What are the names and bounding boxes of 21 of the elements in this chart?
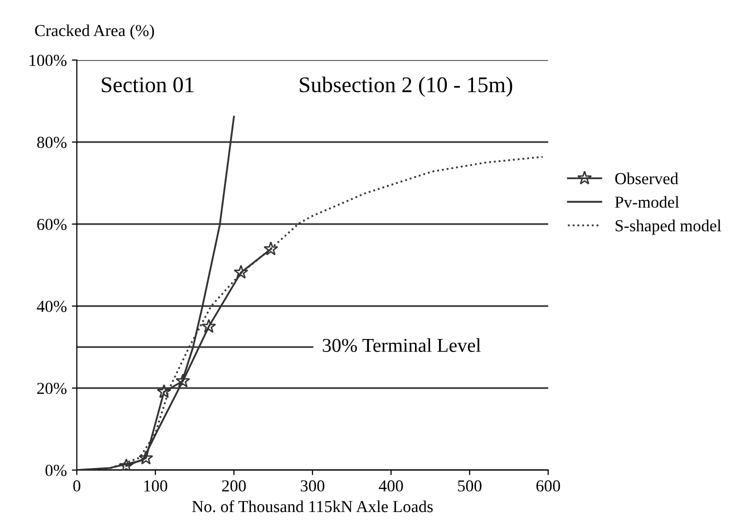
ref-line-label: 30% Terminal Level bbox=[322, 338, 481, 352]
y-tick-label: 0% bbox=[46, 464, 67, 476]
x-axis-title: No. of Thousand 115kN Axle Loads bbox=[192, 500, 433, 512]
legend-label: S-shaped model bbox=[616, 220, 722, 235]
x-tick-label: 600 bbox=[536, 480, 560, 492]
y-tick-label: 20% bbox=[37, 382, 67, 394]
x-tick-label: 400 bbox=[378, 480, 403, 492]
y-axis-title: Cracked Area (%) bbox=[35, 24, 154, 40]
y-tick-label: 100% bbox=[30, 54, 67, 66]
y-tick-label: 60% bbox=[37, 218, 67, 230]
x-tick-label: 200 bbox=[222, 480, 246, 492]
annotation: Subsection 2 (10 - 15m) bbox=[300, 76, 512, 97]
x-tick-label: 0 bbox=[73, 480, 80, 492]
legend-label: Pv-model bbox=[615, 196, 680, 208]
x-tick-label: 100 bbox=[144, 480, 168, 492]
y-tick-label: 80% bbox=[37, 136, 67, 148]
annotation: Section 01 bbox=[102, 77, 194, 92]
legend-label: Observed bbox=[615, 172, 678, 184]
x-tick-label: 300 bbox=[300, 480, 324, 492]
y-tick-label: 40% bbox=[36, 300, 67, 312]
x-tick-label: 500 bbox=[458, 480, 482, 492]
